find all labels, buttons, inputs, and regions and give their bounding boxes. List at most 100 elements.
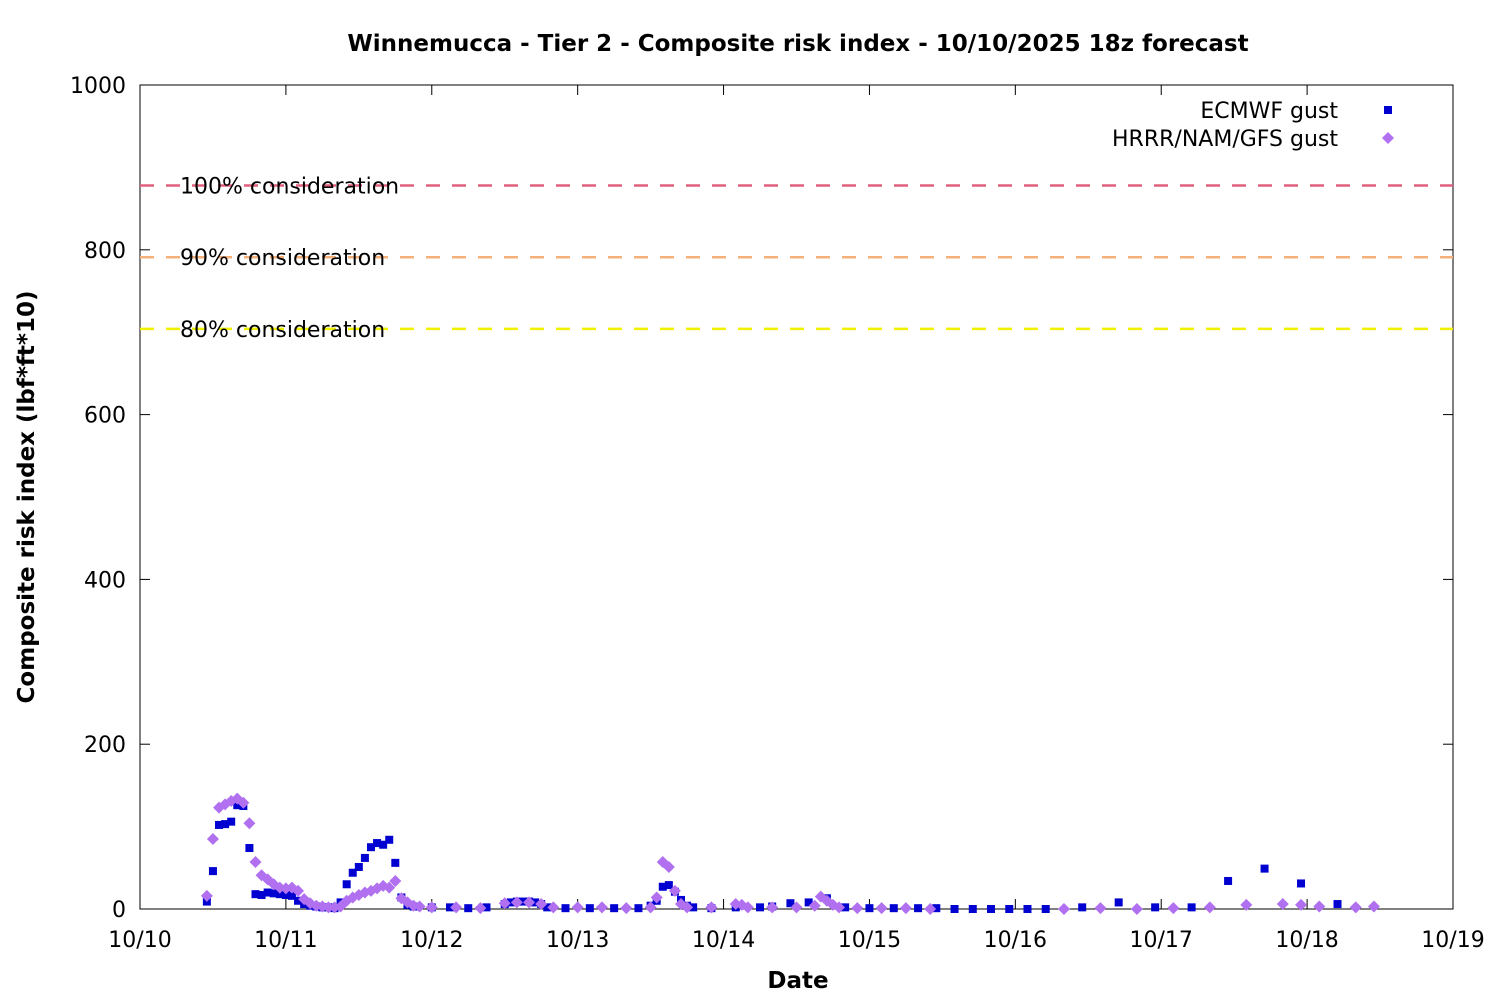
data-point <box>1114 898 1123 907</box>
data-point <box>281 890 290 899</box>
data-point <box>498 897 511 910</box>
y-tick-label: 0 <box>112 898 126 923</box>
data-point <box>804 898 813 907</box>
data-point <box>464 904 473 913</box>
legend-label: HRRR/NAM/GFS gust <box>1112 127 1338 152</box>
data-point <box>518 897 527 906</box>
data-point <box>561 904 570 913</box>
data-point <box>756 903 765 912</box>
data-point <box>251 890 260 899</box>
data-point <box>889 904 898 913</box>
data-point <box>1130 903 1143 915</box>
data-point <box>263 888 272 897</box>
data-point <box>950 905 959 913</box>
y-axis-label: Composite risk index (lbf*ft*10) <box>14 291 40 704</box>
data-point <box>681 901 694 914</box>
data-point <box>531 898 540 907</box>
data-point <box>233 801 242 810</box>
data-point <box>865 904 874 913</box>
data-point <box>249 856 262 869</box>
data-point <box>987 905 996 913</box>
data-point <box>379 840 388 849</box>
data-point <box>1333 900 1342 909</box>
x-axis-label: Date <box>767 968 828 994</box>
data-point <box>523 896 536 909</box>
x-tick-label: 10/19 <box>1421 928 1484 953</box>
data-point <box>208 867 217 876</box>
y-tick-label: 600 <box>84 404 126 429</box>
data-point <box>243 817 256 830</box>
data-point <box>221 820 230 829</box>
data-point <box>924 903 937 915</box>
data-point <box>1224 876 1233 885</box>
data-point <box>366 843 375 852</box>
data-point <box>766 901 779 914</box>
data-point <box>474 902 487 915</box>
data-point <box>535 898 548 911</box>
data-point <box>1187 903 1196 912</box>
data-point <box>348 868 357 877</box>
data-point <box>786 899 795 908</box>
data-point <box>658 882 667 891</box>
data-point <box>506 898 515 907</box>
data-point <box>1151 903 1160 912</box>
legend-marker <box>1382 132 1394 144</box>
x-tick-label: 10/12 <box>400 928 463 953</box>
data-point <box>385 835 394 844</box>
y-tick-label: 200 <box>84 733 126 758</box>
data-point <box>227 817 236 826</box>
data-point <box>294 896 303 905</box>
legend-marker <box>1384 106 1392 114</box>
data-point <box>1041 905 1050 913</box>
data-point <box>275 890 284 899</box>
data-point <box>1349 901 1362 914</box>
y-tick-label: 400 <box>84 568 126 593</box>
data-point <box>1167 902 1180 915</box>
data-point <box>875 902 888 915</box>
plot-frame <box>139 84 1454 910</box>
data-point <box>932 904 941 913</box>
data-point <box>543 903 552 912</box>
data-point <box>1295 898 1308 911</box>
data-point <box>1005 905 1014 913</box>
data-point <box>287 891 296 900</box>
data-point <box>571 901 584 914</box>
x-tick-label: 10/13 <box>546 928 609 953</box>
x-tick-label: 10/18 <box>1275 928 1338 953</box>
data-point <box>1367 900 1380 913</box>
data-point <box>833 901 846 914</box>
data-point <box>510 896 523 909</box>
y-tick-label: 1000 <box>70 74 126 99</box>
data-point <box>389 874 402 887</box>
data-point <box>383 881 396 894</box>
data-point <box>237 796 250 809</box>
data-point <box>1297 879 1306 888</box>
data-point <box>808 899 821 912</box>
x-tick-label: 10/10 <box>108 928 171 953</box>
x-tick-label: 10/15 <box>838 928 901 953</box>
data-point <box>547 901 560 914</box>
data-point <box>664 881 673 890</box>
data-point <box>1057 903 1070 915</box>
data-point <box>391 858 400 867</box>
y-tick-label: 800 <box>84 239 126 264</box>
data-point <box>292 884 305 897</box>
data-point <box>1260 864 1269 873</box>
data-point <box>1313 900 1326 913</box>
data-point <box>1203 901 1216 914</box>
data-point <box>595 901 608 914</box>
data-point <box>790 901 803 914</box>
data-point <box>851 902 864 915</box>
data-point <box>689 903 698 912</box>
data-point <box>269 889 278 898</box>
data-point <box>206 832 219 845</box>
data-point <box>644 901 657 914</box>
x-tick-label: 10/11 <box>254 928 317 953</box>
data-point <box>446 903 455 912</box>
data-point <box>662 860 675 873</box>
data-point <box>342 880 351 889</box>
data-point <box>322 901 335 914</box>
threshold-label: 80% consideration <box>180 318 385 343</box>
data-point <box>245 844 254 853</box>
